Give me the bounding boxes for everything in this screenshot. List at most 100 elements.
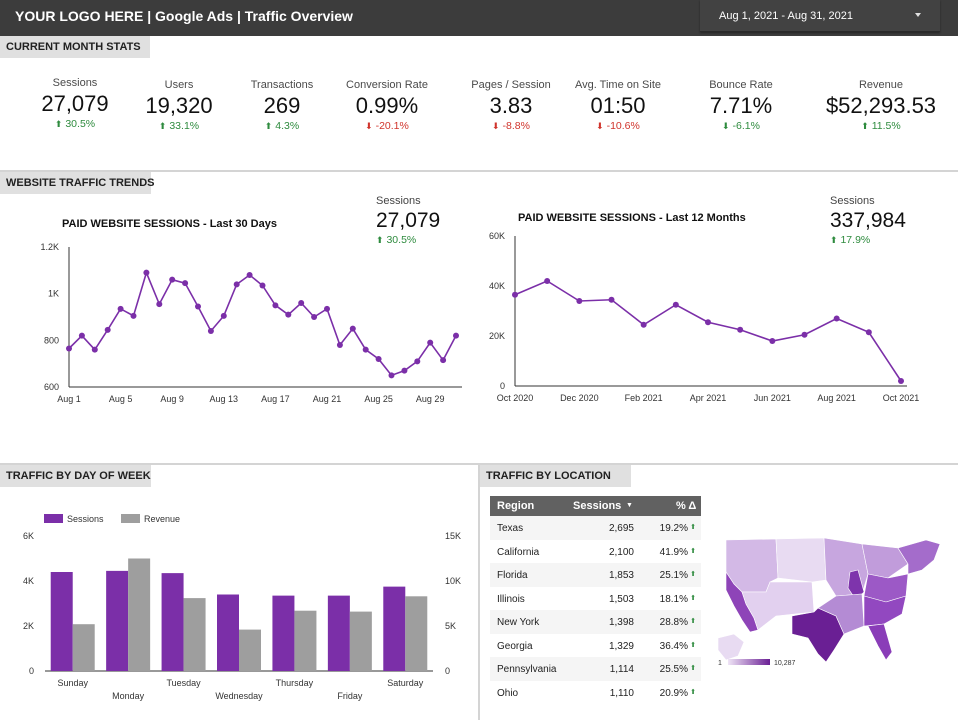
- bar-revenue[interactable]: [239, 629, 261, 671]
- data-point[interactable]: [349, 325, 356, 332]
- data-point[interactable]: [117, 305, 124, 312]
- stat-delta: ⬆ 30.5%: [376, 234, 440, 246]
- data-point[interactable]: [246, 272, 253, 278]
- x-tick-label: Thursday: [276, 678, 314, 688]
- data-point[interactable]: [169, 276, 176, 283]
- data-point[interactable]: [104, 326, 111, 333]
- bar-sessions[interactable]: [217, 594, 239, 672]
- us-choropleth-map[interactable]: 1 10,287: [712, 530, 946, 670]
- data-point[interactable]: [427, 339, 434, 346]
- date-range-picker[interactable]: Aug 1, 2021 - Aug 31, 2021: [700, 0, 940, 32]
- table-row[interactable]: Illinois 1,503 18.1% ⬆: [490, 587, 701, 611]
- data-point[interactable]: [375, 356, 382, 362]
- table-row[interactable]: Florida 1,853 25.1% ⬆: [490, 563, 701, 587]
- y-tick-label-right: 15K: [445, 531, 461, 541]
- kpi-pages-session: Pages / Session 3.83 ⬇ -8.8%: [456, 79, 566, 132]
- data-point[interactable]: [259, 282, 266, 289]
- data-point[interactable]: [78, 332, 85, 339]
- data-point[interactable]: [401, 367, 408, 374]
- table-row[interactable]: Texas 2,695 19.2% ⬆: [490, 516, 701, 540]
- table-row[interactable]: Georgia 1,329 36.4% ⬆: [490, 634, 701, 658]
- bar-sessions[interactable]: [272, 595, 295, 671]
- data-point[interactable]: [898, 378, 904, 384]
- data-point[interactable]: [285, 311, 292, 318]
- arrow-down-icon: ⬇: [492, 121, 500, 131]
- data-point[interactable]: [130, 312, 137, 319]
- sort-desc-icon[interactable]: ▼: [626, 502, 633, 509]
- column-header-sessions[interactable]: Sessions: [573, 500, 622, 512]
- column-header-region[interactable]: Region: [497, 500, 535, 512]
- data-point[interactable]: [833, 315, 840, 322]
- kpi-label: Avg. Time on Site: [574, 79, 661, 91]
- data-point[interactable]: [182, 280, 189, 287]
- data-point[interactable]: [453, 332, 459, 339]
- data-point[interactable]: [672, 301, 679, 308]
- data-point[interactable]: [298, 300, 305, 306]
- section-current-month: CURRENT MONTH STATS: [0, 36, 150, 58]
- data-point[interactable]: [66, 345, 72, 352]
- data-point[interactable]: [388, 372, 395, 379]
- table-row[interactable]: California 2,100 41.9% ⬆: [490, 540, 701, 564]
- data-point[interactable]: [220, 312, 227, 319]
- data-point[interactable]: [324, 305, 330, 312]
- data-point[interactable]: [544, 278, 551, 284]
- data-point[interactable]: [207, 328, 214, 334]
- bar-sessions[interactable]: [383, 586, 406, 671]
- data-point[interactable]: [769, 338, 776, 344]
- kpi-delta-text: 11.5%: [871, 120, 901, 132]
- x-tick-label: Feb 2021: [625, 393, 663, 403]
- kpi-bounce-rate: Bounce Rate 7.71% ⬇ -6.1%: [686, 79, 796, 132]
- bar-revenue[interactable]: [294, 610, 317, 671]
- map-region-mountain: [741, 581, 815, 631]
- data-point[interactable]: [512, 291, 518, 298]
- data-point[interactable]: [362, 346, 369, 353]
- y-tick-label: 1.2K: [40, 242, 59, 252]
- bar-revenue[interactable]: [128, 558, 151, 672]
- data-point[interactable]: [272, 302, 279, 309]
- data-point[interactable]: [311, 314, 318, 320]
- y-tick-label: 0: [500, 381, 505, 391]
- bar-revenue[interactable]: [72, 624, 95, 671]
- bar-revenue[interactable]: [405, 596, 428, 671]
- data-point[interactable]: [414, 358, 421, 365]
- data-point[interactable]: [865, 329, 872, 336]
- delta-text: 17.9%: [840, 234, 871, 246]
- data-point[interactable]: [143, 269, 150, 276]
- kpi-delta-text: 4.3%: [275, 120, 300, 132]
- table-row[interactable]: Ohio 1,110 20.9% ⬆: [490, 681, 701, 705]
- bar-sessions[interactable]: [327, 595, 350, 671]
- data-point[interactable]: [195, 303, 201, 310]
- kpi-value: $52,293.53: [825, 93, 937, 118]
- arrow-up-icon: ⬆: [690, 547, 696, 555]
- bar-revenue[interactable]: [349, 611, 372, 671]
- arrow-up-icon: ⬆: [690, 641, 696, 649]
- data-point[interactable]: [156, 301, 163, 308]
- kpi-value: 01:50: [590, 93, 646, 118]
- y-tick-label-left: 6K: [23, 531, 34, 541]
- data-point[interactable]: [440, 357, 447, 364]
- data-point[interactable]: [640, 321, 647, 328]
- data-point[interactable]: [801, 331, 808, 338]
- cell-region: Illinois: [497, 593, 525, 605]
- table-row[interactable]: New York 1,398 28.8% ⬆: [490, 610, 701, 634]
- arrow-up-icon: ⬆: [158, 121, 167, 131]
- bar-sessions[interactable]: [106, 570, 129, 671]
- table-row[interactable]: Pennsylvania 1,114 25.5% ⬆: [490, 657, 701, 681]
- data-point[interactable]: [336, 342, 343, 348]
- x-tick-label: Aug 13: [210, 394, 239, 404]
- bar-sessions[interactable]: [161, 573, 184, 671]
- bar-revenue[interactable]: [183, 598, 206, 671]
- x-tick-label: Tuesday: [166, 678, 201, 688]
- data-point[interactable]: [608, 296, 615, 303]
- data-point[interactable]: [91, 346, 98, 353]
- sessions-30-day-stat: Sessions 27,079 ⬆ 30.5%: [376, 195, 440, 246]
- data-point[interactable]: [576, 298, 583, 304]
- column-header-pct-change[interactable]: % Δ: [676, 500, 697, 512]
- data-point[interactable]: [737, 326, 744, 333]
- cell-pct-change: 20.9%: [659, 687, 688, 699]
- data-point[interactable]: [233, 281, 240, 288]
- data-point[interactable]: [705, 319, 711, 326]
- stat-delta: ⬆ 17.9%: [830, 234, 906, 246]
- cell-pct-change: 18.1%: [659, 593, 688, 605]
- bar-sessions[interactable]: [50, 572, 73, 671]
